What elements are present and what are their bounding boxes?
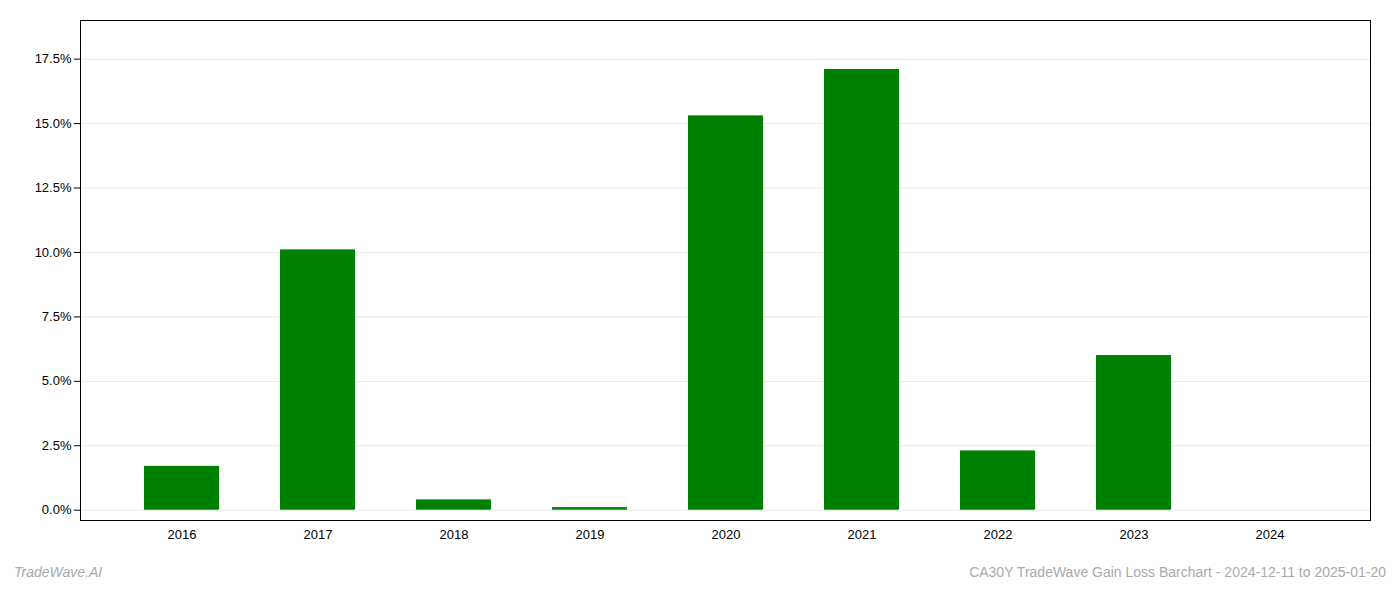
svg-text:12.5%: 12.5% — [35, 180, 72, 195]
svg-text:2024: 2024 — [1256, 527, 1285, 542]
svg-text:17.5%: 17.5% — [35, 51, 72, 66]
svg-text:2017: 2017 — [304, 527, 333, 542]
svg-text:2020: 2020 — [712, 527, 741, 542]
svg-text:15.0%: 15.0% — [35, 116, 72, 131]
svg-text:2021: 2021 — [848, 527, 877, 542]
svg-text:2023: 2023 — [1120, 527, 1149, 542]
html-text:CA30Y TradeWave Gain Loss Barc: CA30Y TradeWave Gain Loss Barchart - 202… — [969, 564, 1386, 580]
svg-text:2018: 2018 — [440, 527, 469, 542]
svg-text:2022: 2022 — [984, 527, 1013, 542]
svg-text:2.5%: 2.5% — [42, 438, 72, 453]
svg-text:2016: 2016 — [168, 527, 197, 542]
html-text:TradeWave.AI: TradeWave.AI — [14, 564, 103, 580]
svg-text:2019: 2019 — [576, 527, 605, 542]
svg-text:5.0%: 5.0% — [42, 373, 72, 388]
svg-text:0.0%: 0.0% — [42, 502, 72, 517]
svg-text:10.0%: 10.0% — [35, 245, 72, 260]
svg-text:7.5%: 7.5% — [42, 309, 72, 324]
